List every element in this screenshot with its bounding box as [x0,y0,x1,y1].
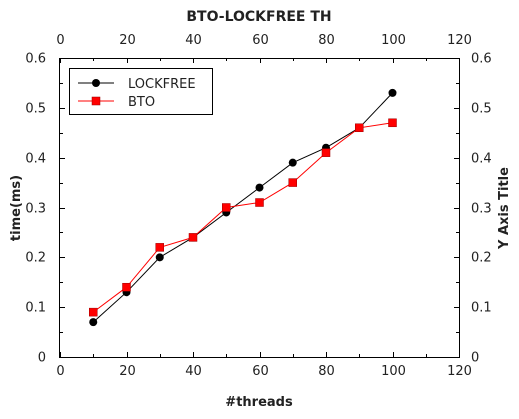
data-point [321,148,331,157]
data-point [388,88,397,97]
chart-title: BTO-LOCKFREE TH [186,9,331,25]
x-tick-label-top: 60 [252,33,269,48]
y-axis-title: time(ms) [9,175,24,241]
y-tick-label: 0.2 [25,251,46,266]
data-point [155,243,164,252]
data-point [288,178,297,187]
data-point [388,118,397,128]
data-point [89,318,98,327]
y-tick-label-right: 0.1 [471,301,492,316]
x-tick-label: 40 [185,364,202,379]
y-tick-label-right: 0.3 [471,202,492,217]
series-layer [89,88,397,327]
data-point [122,282,131,292]
series-lockfree [89,88,397,327]
x-tick-label: 80 [318,364,335,379]
y-tick-label: 0.5 [25,102,46,117]
x-tick-label: 100 [381,364,406,379]
legend: LOCKFREE BTO [69,68,213,115]
y-tick-label-right: 0.2 [471,251,492,266]
data-point [355,123,364,133]
legend-box [69,68,213,115]
y-tick-label-right: 0.4 [471,152,492,167]
series-bto [89,118,397,317]
series-line-bto [93,122,393,313]
x-tick-label: 120 [447,364,472,379]
x-tick-label-top: 120 [447,33,472,48]
legend-label-bto: BTO [128,95,155,110]
data-point [288,158,297,167]
plot-area [59,58,460,358]
x-tick-label-top: 20 [119,33,136,48]
x-tick-label-top: 0 [56,33,64,48]
x-tick-label-top: 40 [185,33,202,48]
series-line-lockfree [92,92,393,323]
data-point [89,307,98,317]
data-point [188,233,198,242]
legend-marker-lockfree [92,79,100,87]
x-axis-title: #threads [225,395,293,410]
y-tick-label: 0.3 [25,202,46,217]
y-tick-label-right: 0.6 [471,52,492,67]
data-point [255,198,264,207]
x-tick-label: 60 [252,364,269,379]
y-tick-label: 0.1 [25,301,46,316]
y-tick-label-right: 0.5 [471,102,492,117]
y-tick-label: 0.6 [25,52,46,67]
legend-label-lockfree: LOCKFREE [128,77,196,92]
data-point [255,183,264,192]
y-tick-label: 0.4 [25,152,46,167]
x-tick-label-top: 100 [381,33,406,48]
x-tick-label: 20 [119,364,136,379]
x-tick-label: 0 [56,364,64,379]
data-point [222,203,231,212]
x-tick-label-top: 80 [318,33,335,48]
y-tick-label: 0 [38,351,46,366]
legend-marker-bto [91,96,101,106]
y-tick-label-right: 0 [471,351,479,366]
y-axis-title-right: Y Axis Title [497,167,512,250]
data-point [155,253,164,262]
